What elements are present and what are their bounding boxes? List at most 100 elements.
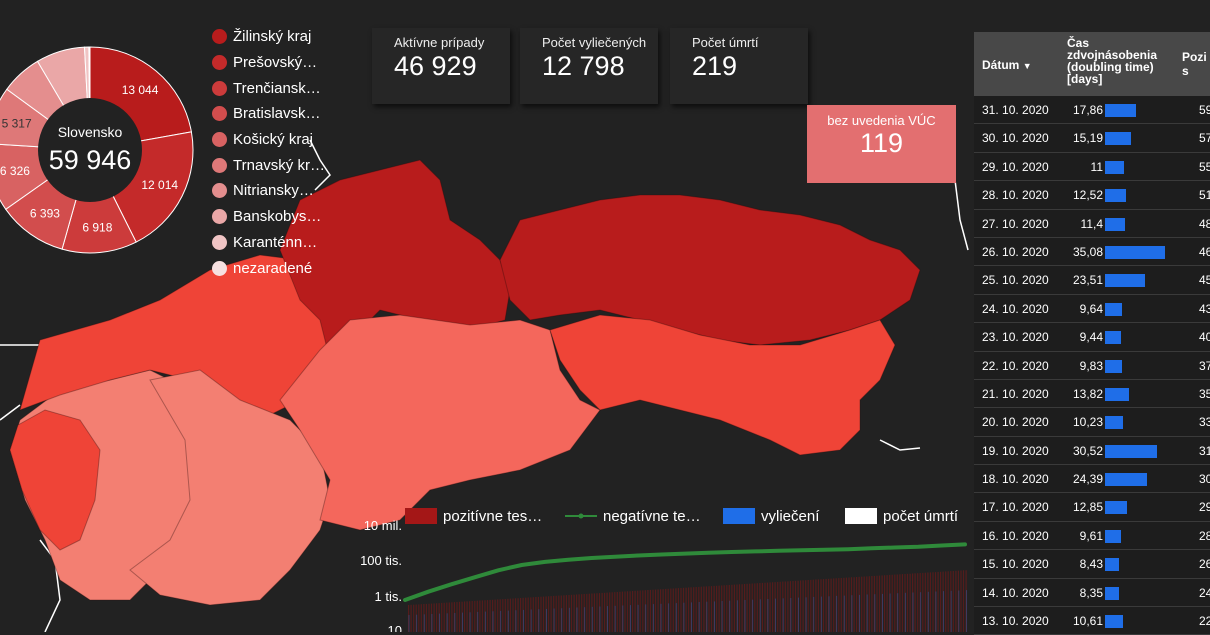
table-row[interactable]: 16. 10. 2020 9,61 28 — [974, 522, 1210, 551]
kpi-recovered: Počet vyliečených 12 798 — [520, 28, 658, 104]
positive-test-bar — [565, 595, 567, 632]
legend-dot — [212, 260, 227, 276]
table-row[interactable]: 26. 10. 2020 35,08 46 — [974, 238, 1210, 267]
region-nitra[interactable] — [129, 369, 331, 606]
recovered-bar — [798, 597, 799, 632]
chart-legend-label[interactable]: vyliečení — [761, 508, 820, 525]
region-banska-bystrica[interactable] — [279, 314, 601, 531]
positive-test-bar — [558, 595, 560, 632]
table-row[interactable]: 21. 10. 2020 13,82 35 — [974, 380, 1210, 409]
positive-test-bar — [868, 576, 870, 632]
table-row[interactable]: 27. 10. 2020 11,4 48 — [974, 210, 1210, 238]
legend-item-bratislava[interactable]: Bratislavsk… — [212, 101, 325, 127]
table-row[interactable]: 23. 10. 2020 9,44 40 — [974, 323, 1210, 352]
recovered-bar — [828, 596, 830, 632]
region-donut-chart[interactable]: Slovensko 59 946 13 044 12 014 6 918 6 393 6… — [0, 0, 210, 270]
legend-dot — [212, 209, 227, 225]
legend-item-karantena[interactable]: Karanténn… — [212, 230, 325, 256]
recovered-bar — [935, 591, 937, 632]
cell-doubling-time: 12,85 — [1072, 500, 1103, 515]
region-presov[interactable] — [499, 194, 921, 346]
table-row[interactable]: 31. 10. 2020 17,86 59 — [974, 96, 1210, 125]
doubling-bar — [1105, 558, 1120, 572]
region-bratislava[interactable] — [9, 409, 101, 551]
positive-test-bar — [665, 588, 667, 632]
negative-tests-line[interactable] — [403, 542, 967, 602]
positive-test-bar — [787, 581, 789, 632]
legend-item-nitra[interactable]: Nitriansky… — [212, 178, 325, 204]
positive-test-bar — [581, 594, 583, 632]
donut-slice-label: 13 044 — [122, 83, 159, 97]
recovered-bar — [591, 606, 593, 632]
recovered-bar — [958, 590, 960, 632]
legend-dot — [212, 157, 227, 173]
table-row[interactable]: 22. 10. 2020 9,83 37 — [974, 352, 1210, 380]
legend-item-zilina[interactable]: Žilinský kraj — [212, 24, 325, 50]
table-row[interactable]: 24. 10. 2020 9,64 43 — [974, 295, 1210, 324]
time-series-chart[interactable]: pozitívne tes… negatívne te… vyliečení poče… — [350, 500, 970, 632]
table-row[interactable]: 13. 10. 2020 10,61 22 — [974, 607, 1210, 635]
table-row[interactable]: 30. 10. 2020 15,19 57 — [974, 124, 1210, 153]
recovered-bar — [912, 592, 914, 632]
legend-label: Banskobys… — [233, 208, 322, 226]
doubling-bar — [1105, 331, 1122, 345]
cell-date: 26. 10. 2020 — [982, 244, 1049, 259]
cell-doubling-time: 9,44 — [1079, 330, 1103, 345]
legend-item-trencin[interactable]: Trenčiansk… — [212, 75, 325, 101]
positive-test-bar — [428, 603, 430, 632]
donut-slice[interactable] — [61, 148, 137, 254]
region-map[interactable] — [0, 0, 970, 632]
recovered-bar — [729, 600, 731, 632]
header-positive[interactable]: Pozi s — [1182, 50, 1207, 78]
region-kosice[interactable] — [549, 314, 896, 456]
recovered-bar — [950, 590, 952, 632]
table-row[interactable]: 18. 10. 2020 24,39 30 — [974, 465, 1210, 494]
table-row[interactable]: 20. 10. 2020 10,23 33 — [974, 408, 1210, 437]
header-doubling-time[interactable]: Čas zdvojnásobenia (doubling time) [days… — [1067, 36, 1158, 86]
legend-dot — [212, 234, 227, 250]
positive-test-bar — [441, 602, 443, 632]
recovered-bar — [775, 598, 776, 632]
legend-item-banska-bystrica[interactable]: Banskobys… — [212, 204, 325, 230]
table-row[interactable]: 28. 10. 2020 12,52 51 — [974, 181, 1210, 210]
table-row[interactable]: 17. 10. 2020 12,85 29 — [974, 493, 1210, 522]
table-row[interactable]: 25. 10. 2020 23,51 45 — [974, 266, 1210, 295]
legend-label: Trnavský kr… — [233, 156, 325, 174]
positive-test-bar — [413, 604, 415, 632]
positive-test-bar — [525, 597, 527, 632]
cell-doubling-time: 10,61 — [1072, 614, 1103, 629]
legend-item-nezaradene[interactable]: nezaradené — [212, 255, 325, 281]
header-date[interactable]: Dátum ▼ — [982, 58, 1032, 72]
positive-test-bar — [876, 575, 878, 632]
table-row[interactable]: 14. 10. 2020 8,35 24 — [974, 579, 1210, 608]
positive-test-bar — [810, 579, 812, 632]
recovered-bar — [820, 596, 822, 632]
chart-legend-label[interactable]: negatívne te… — [603, 508, 701, 525]
positive-test-bar — [418, 604, 420, 632]
doubling-bar — [1105, 359, 1122, 373]
table-row[interactable]: 15. 10. 2020 8,43 26 — [974, 550, 1210, 579]
legend-item-trnava[interactable]: Trnavský kr… — [212, 152, 325, 178]
recovered-bar — [515, 610, 517, 632]
legend-item-presov[interactable]: Prešovský… — [212, 50, 325, 76]
positive-test-bar — [932, 572, 934, 632]
legend-dot — [212, 80, 227, 96]
table-row[interactable]: 19. 10. 2020 30,52 31 — [974, 437, 1210, 466]
positive-test-bar — [563, 595, 565, 632]
y-tick-label: 10 mil. — [364, 518, 402, 533]
positive-test-bar — [840, 578, 842, 632]
chart-legend-label[interactable]: počet úmrtí — [883, 508, 959, 525]
table-row[interactable]: 29. 10. 2020 11 55 — [974, 153, 1210, 182]
positive-test-bar — [464, 601, 466, 632]
positive-test-bar — [497, 599, 499, 632]
recovered-bar — [439, 613, 440, 632]
legend-item-kosice[interactable]: Košický kraj — [212, 127, 325, 153]
positive-test-bar — [764, 582, 766, 632]
kpi-no-region: bez uvedenia VÚC 119 — [807, 105, 956, 183]
recovered-bar — [584, 607, 586, 632]
positive-test-bar — [955, 570, 957, 632]
recovered-bar — [813, 596, 815, 632]
recovered-bar — [698, 602, 700, 632]
positive-test-bar — [830, 578, 832, 632]
chart-legend-label[interactable]: pozitívne tes… — [443, 508, 542, 525]
